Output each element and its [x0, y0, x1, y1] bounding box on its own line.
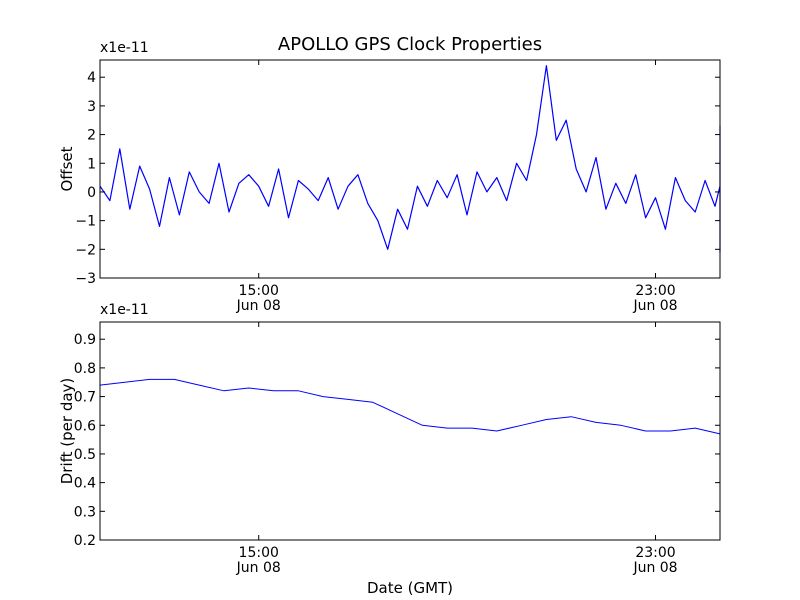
y-tick-label: 2	[87, 128, 96, 144]
y-multiplier-label: x1e-11	[100, 40, 149, 56]
y-tick-label: 0.6	[74, 418, 96, 434]
y-tick-label: 0.2	[74, 533, 96, 549]
y-axis-label: Offset	[58, 146, 76, 191]
y-tick-label: 0.7	[74, 390, 96, 406]
chart-title: APOLLO GPS Clock Properties	[278, 34, 542, 55]
x-tick-label-time: 23:00	[635, 283, 675, 299]
y-tick-label: −3	[75, 271, 96, 287]
y-multiplier-label: x1e-11	[100, 302, 149, 318]
series-line	[99, 65, 721, 253]
y-tick-label: 0.5	[74, 447, 96, 463]
y-axis-label: Drift (per day)	[58, 378, 76, 485]
y-tick-label: 0	[87, 185, 96, 201]
y-tick-label: −2	[75, 242, 96, 258]
x-tick-label-date: Jun 08	[632, 560, 677, 576]
plot-frame	[99, 321, 721, 541]
series-line	[99, 324, 721, 535]
x-tick-label-date: Jun 08	[236, 298, 281, 314]
y-tick-label: 0.8	[74, 361, 96, 377]
y-tick-label: 0.4	[74, 476, 96, 492]
y-tick-label: 0.9	[74, 332, 96, 348]
x-tick-label-date: Jun 08	[236, 560, 281, 576]
y-tick-label: 0.3	[74, 504, 96, 520]
x-tick-label-time: 15:00	[239, 283, 279, 299]
x-tick-label-time: 15:00	[239, 545, 279, 561]
y-tick-label: 3	[87, 99, 96, 115]
plot-frame	[99, 59, 721, 279]
x-tick-label-time: 23:00	[635, 545, 675, 561]
x-tick-label-date: Jun 08	[632, 298, 677, 314]
y-tick-label: −1	[75, 214, 96, 230]
y-tick-label: 1	[87, 156, 96, 172]
x-axis-label: Date (GMT)	[367, 579, 453, 597]
y-tick-label: 4	[87, 70, 96, 86]
